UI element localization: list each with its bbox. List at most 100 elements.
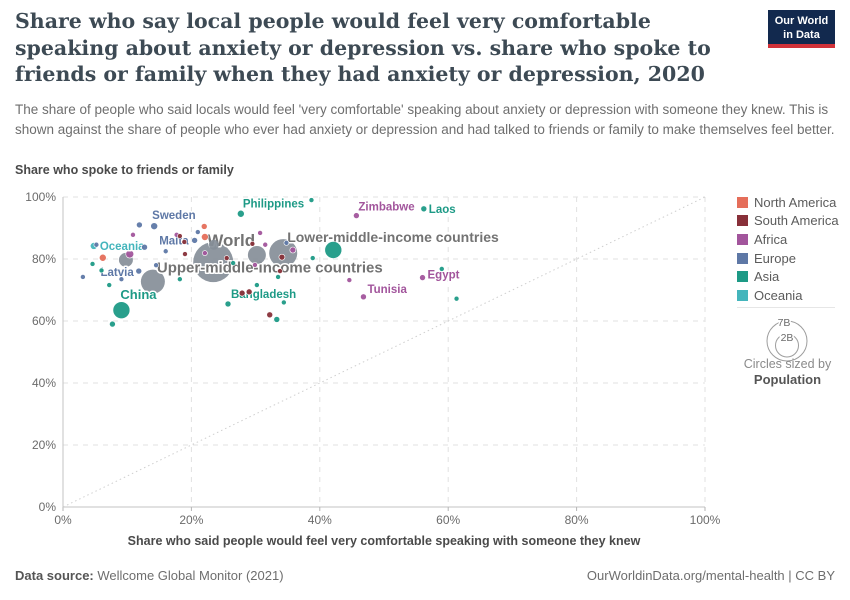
data-point[interactable] — [247, 245, 266, 264]
data-point[interactable] — [89, 261, 96, 267]
data-point[interactable] — [125, 249, 135, 259]
data-point[interactable] — [438, 266, 445, 272]
y-tick-label: 20% — [32, 438, 56, 452]
size-legend-caption-text: Circles sized by — [743, 357, 832, 371]
data-point[interactable] — [324, 241, 343, 259]
data-point[interactable] — [99, 253, 107, 262]
chart-subtitle: The share of people who said locals woul… — [15, 102, 835, 137]
x-tick-label: 20% — [179, 513, 203, 527]
data-point[interactable] — [252, 262, 258, 268]
data-point[interactable] — [109, 320, 116, 328]
legend-item-oceania[interactable]: Oceania — [737, 286, 842, 305]
data-point[interactable] — [177, 233, 183, 239]
data-point[interactable] — [238, 289, 246, 297]
data-point[interactable] — [201, 233, 209, 241]
data-source-label: Data source: — [15, 568, 94, 583]
data-point-philippines[interactable] — [237, 209, 245, 218]
data-point-egypt[interactable] — [419, 274, 426, 281]
data-point-china[interactable] — [112, 301, 131, 319]
data-point[interactable] — [181, 239, 188, 245]
legend-label: Oceania — [754, 287, 803, 303]
data-point-lower-middle-income-countries[interactable] — [269, 239, 298, 268]
legend-item-africa[interactable]: Africa — [737, 230, 842, 249]
point-label: Upper-middle-income countries — [157, 260, 383, 277]
size-legend-inner-label: 2B — [781, 332, 794, 344]
data-point[interactable] — [195, 229, 201, 235]
point-label: Sweden — [152, 210, 195, 222]
data-point[interactable] — [249, 241, 256, 247]
x-tick-label: 100% — [690, 513, 721, 527]
data-point[interactable] — [153, 262, 159, 269]
legend-divider — [737, 307, 835, 308]
point-label: Lower-middle-income countries — [287, 229, 499, 245]
data-point-zimbabwe[interactable] — [353, 212, 360, 219]
size-legend-outer-label: 7B — [778, 317, 791, 329]
point-label: Egypt — [428, 270, 460, 282]
diagonal-parity-line — [62, 196, 706, 508]
data-point[interactable] — [202, 250, 208, 256]
data-point[interactable] — [130, 232, 136, 238]
legend-swatch-north-america — [737, 196, 748, 208]
x-tick-label: 40% — [308, 513, 332, 527]
data-point[interactable] — [257, 230, 263, 236]
point-label: Latvia — [101, 267, 135, 279]
data-point[interactable] — [223, 255, 230, 261]
y-tick-label: 60% — [32, 314, 56, 328]
data-point[interactable] — [254, 282, 260, 288]
data-point[interactable] — [118, 276, 125, 282]
data-point[interactable] — [273, 316, 281, 323]
data-point[interactable] — [182, 251, 188, 257]
data-point-tunisia[interactable] — [360, 293, 367, 301]
data-point[interactable] — [98, 267, 105, 274]
data-point-laos[interactable] — [420, 205, 428, 213]
chart-title: Share who say local people would feel ve… — [15, 9, 711, 87]
legend-item-asia[interactable]: Asia — [737, 267, 842, 286]
data-point[interactable] — [162, 248, 169, 255]
data-point[interactable] — [141, 243, 148, 251]
data-point-upper-middle-income-countries[interactable] — [140, 269, 165, 294]
data-point[interactable] — [277, 268, 283, 274]
data-point[interactable] — [289, 246, 297, 254]
data-point[interactable] — [281, 299, 287, 306]
data-point-sweden[interactable] — [150, 222, 158, 230]
data-point[interactable] — [278, 253, 286, 261]
x-tick-label: 80% — [565, 513, 589, 527]
data-point[interactable] — [106, 282, 113, 288]
data-point[interactable] — [200, 223, 208, 230]
size-legend-inner-circle — [775, 333, 799, 358]
data-point-bangladesh[interactable] — [224, 300, 232, 308]
legend-item-south-america[interactable]: South America — [737, 212, 842, 231]
data-point[interactable] — [275, 274, 281, 280]
point-label: Malta — [159, 235, 189, 247]
y-axis-title: Share who spoke to friends or family — [15, 163, 234, 177]
point-label: Tunisia — [367, 284, 407, 296]
data-point[interactable] — [136, 221, 143, 229]
owid-logo[interactable]: Our World in Data — [768, 10, 835, 48]
legend-item-north-america[interactable]: North America — [737, 193, 842, 212]
data-point[interactable] — [245, 288, 253, 296]
data-point[interactable] — [346, 277, 353, 283]
data-point[interactable] — [309, 255, 316, 261]
data-point[interactable] — [208, 239, 219, 250]
data-point[interactable] — [283, 240, 290, 246]
data-point-latvia[interactable] — [135, 267, 143, 275]
legend-swatch-oceania — [737, 289, 748, 301]
x-tick-label: 0% — [54, 513, 72, 527]
data-point[interactable] — [453, 295, 460, 302]
owid-attribution-link[interactable]: OurWorldinData.org/mental-health | CC BY — [586, 568, 835, 583]
legend-item-europe[interactable]: Europe — [737, 249, 842, 268]
y-tick-label: 100% — [25, 190, 56, 204]
data-source-value: Wellcome Global Monitor (2021) — [93, 568, 284, 583]
data-point[interactable] — [93, 241, 100, 248]
legend-label: North America — [754, 194, 837, 210]
size-legend-caption-bold: Population — [753, 372, 822, 387]
data-point[interactable] — [266, 311, 274, 319]
y-tick-label: 40% — [32, 376, 56, 390]
data-point[interactable] — [262, 241, 269, 248]
data-point[interactable] — [177, 276, 183, 282]
data-point[interactable] — [230, 260, 236, 266]
data-point[interactable] — [308, 197, 315, 203]
data-point[interactable] — [80, 274, 86, 280]
data-point-malta[interactable] — [191, 237, 198, 244]
